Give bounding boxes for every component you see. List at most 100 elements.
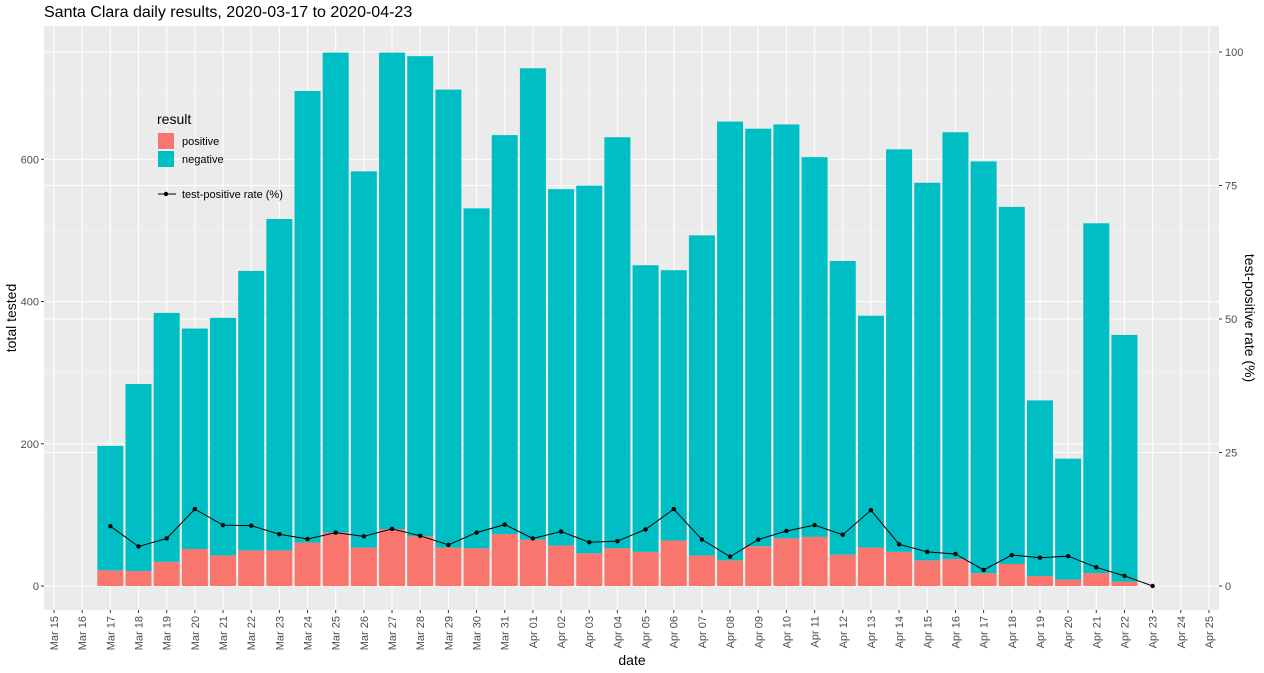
bars — [97, 52, 1138, 586]
bar-negative — [688, 235, 715, 556]
bar-negative — [153, 312, 180, 562]
rate-point — [896, 542, 902, 547]
bar-positive — [745, 546, 772, 586]
legend-label-positive: positive — [182, 136, 219, 148]
bar-negative — [97, 445, 124, 571]
bar-negative — [773, 124, 800, 539]
rate-point — [389, 526, 395, 532]
legend-title: result — [157, 111, 191, 127]
x-axis-title: date — [618, 652, 645, 668]
x-tick-label: Mar 20 — [190, 616, 202, 650]
rate-point — [756, 537, 761, 542]
rate-point — [474, 530, 479, 535]
y2-tick-label: 0 — [1225, 581, 1231, 593]
rate-point — [418, 533, 423, 539]
bar-negative — [970, 161, 997, 574]
rate-point — [953, 551, 958, 557]
x-tick-label: Apr 16 — [950, 616, 962, 648]
rate-point — [220, 522, 226, 528]
x-tick-label: Apr 17 — [979, 616, 991, 648]
y2-tick-label: 100 — [1225, 47, 1243, 59]
bar-positive — [1026, 576, 1053, 586]
bar-positive — [688, 555, 715, 586]
x-tick-label: Mar 31 — [500, 616, 512, 650]
bar-positive — [435, 547, 462, 586]
x-tick-label: Apr 14 — [894, 616, 906, 648]
rate-point — [727, 554, 733, 559]
bar-positive — [181, 549, 208, 586]
x-tick-label: Mar 23 — [274, 616, 286, 650]
rate-point — [558, 529, 564, 534]
bar-negative — [210, 317, 237, 556]
bar-negative — [322, 52, 349, 533]
bar-negative — [519, 68, 546, 540]
bar-negative — [1111, 334, 1138, 582]
x-tick-label: Apr 04 — [612, 616, 624, 648]
rate-point — [643, 527, 648, 532]
bar-positive — [491, 534, 518, 586]
bar-positive — [660, 540, 687, 586]
y-tick-label: 600 — [21, 154, 39, 166]
x-tick-label: Apr 20 — [1063, 616, 1075, 648]
bar-negative — [998, 206, 1025, 564]
bar-positive — [1083, 573, 1110, 586]
x-tick-label: Mar 30 — [472, 616, 484, 650]
bar-negative — [125, 384, 152, 572]
bar-negative — [1055, 458, 1082, 580]
rate-point — [615, 538, 620, 544]
rate-point — [361, 534, 367, 539]
rate-point — [192, 506, 198, 512]
x-tick-label: Apr 22 — [1119, 616, 1131, 648]
x-tick-label: Mar 19 — [162, 616, 174, 650]
x-tick-label: Mar 21 — [218, 616, 230, 650]
y2-tick-label: 50 — [1225, 314, 1237, 326]
x-tick-label: Apr 09 — [753, 616, 765, 648]
chart-title: Santa Clara daily results, 2020-03-17 to… — [44, 4, 412, 21]
bar-positive — [407, 536, 434, 586]
rate-point — [812, 522, 817, 528]
y-axis-right: 0 25 50 75 100 — [1219, 47, 1243, 593]
bar-positive — [1055, 579, 1082, 586]
rate-polyline — [110, 508, 1153, 587]
rate-point — [587, 540, 592, 545]
bar-negative — [717, 121, 744, 561]
bar-negative — [1026, 400, 1053, 577]
bar-positive — [576, 553, 603, 586]
rate-point — [1009, 552, 1014, 558]
bar-positive — [210, 555, 237, 586]
legend-label-negative: negative — [182, 154, 224, 166]
bar-negative — [829, 260, 856, 555]
bar-positive — [322, 532, 349, 586]
bar-negative — [745, 128, 772, 547]
bar-negative — [294, 91, 321, 543]
x-tick-label: Apr 24 — [1176, 616, 1188, 648]
bar-negative — [238, 270, 265, 551]
legend-point-swatch — [163, 191, 169, 197]
x-tick-label: Apr 06 — [669, 616, 681, 648]
rate-point — [671, 506, 676, 512]
x-tick-label: Mar 25 — [331, 616, 343, 650]
bar-positive — [463, 548, 490, 586]
bar-positive — [914, 560, 941, 586]
y-tick-label: 0 — [33, 581, 39, 593]
x-tick-label: Apr 05 — [641, 616, 653, 648]
bar-negative — [491, 135, 518, 535]
bar-negative — [886, 149, 913, 552]
rate-point — [333, 530, 338, 535]
rate-line — [108, 506, 1155, 589]
rate-point — [784, 528, 789, 534]
bar-negative — [181, 328, 208, 550]
x-tick-label: Apr 10 — [781, 616, 793, 648]
bar-negative — [379, 52, 406, 530]
rate-point — [530, 536, 536, 541]
x-tick-label: Mar 27 — [387, 616, 399, 650]
bar-negative — [266, 219, 293, 551]
x-tick-label: Mar 24 — [303, 616, 315, 650]
rate-point — [277, 532, 282, 537]
y-axis-left: 0 200 400 600 — [21, 154, 44, 593]
bar-negative — [857, 315, 884, 548]
x-axis: Mar 15 Mar 16 Mar 17 Mar 18 Mar 19 Mar 20 Mar … — [49, 610, 1216, 650]
x-tick-label: Apr 13 — [866, 616, 878, 648]
bar-negative — [435, 89, 462, 548]
